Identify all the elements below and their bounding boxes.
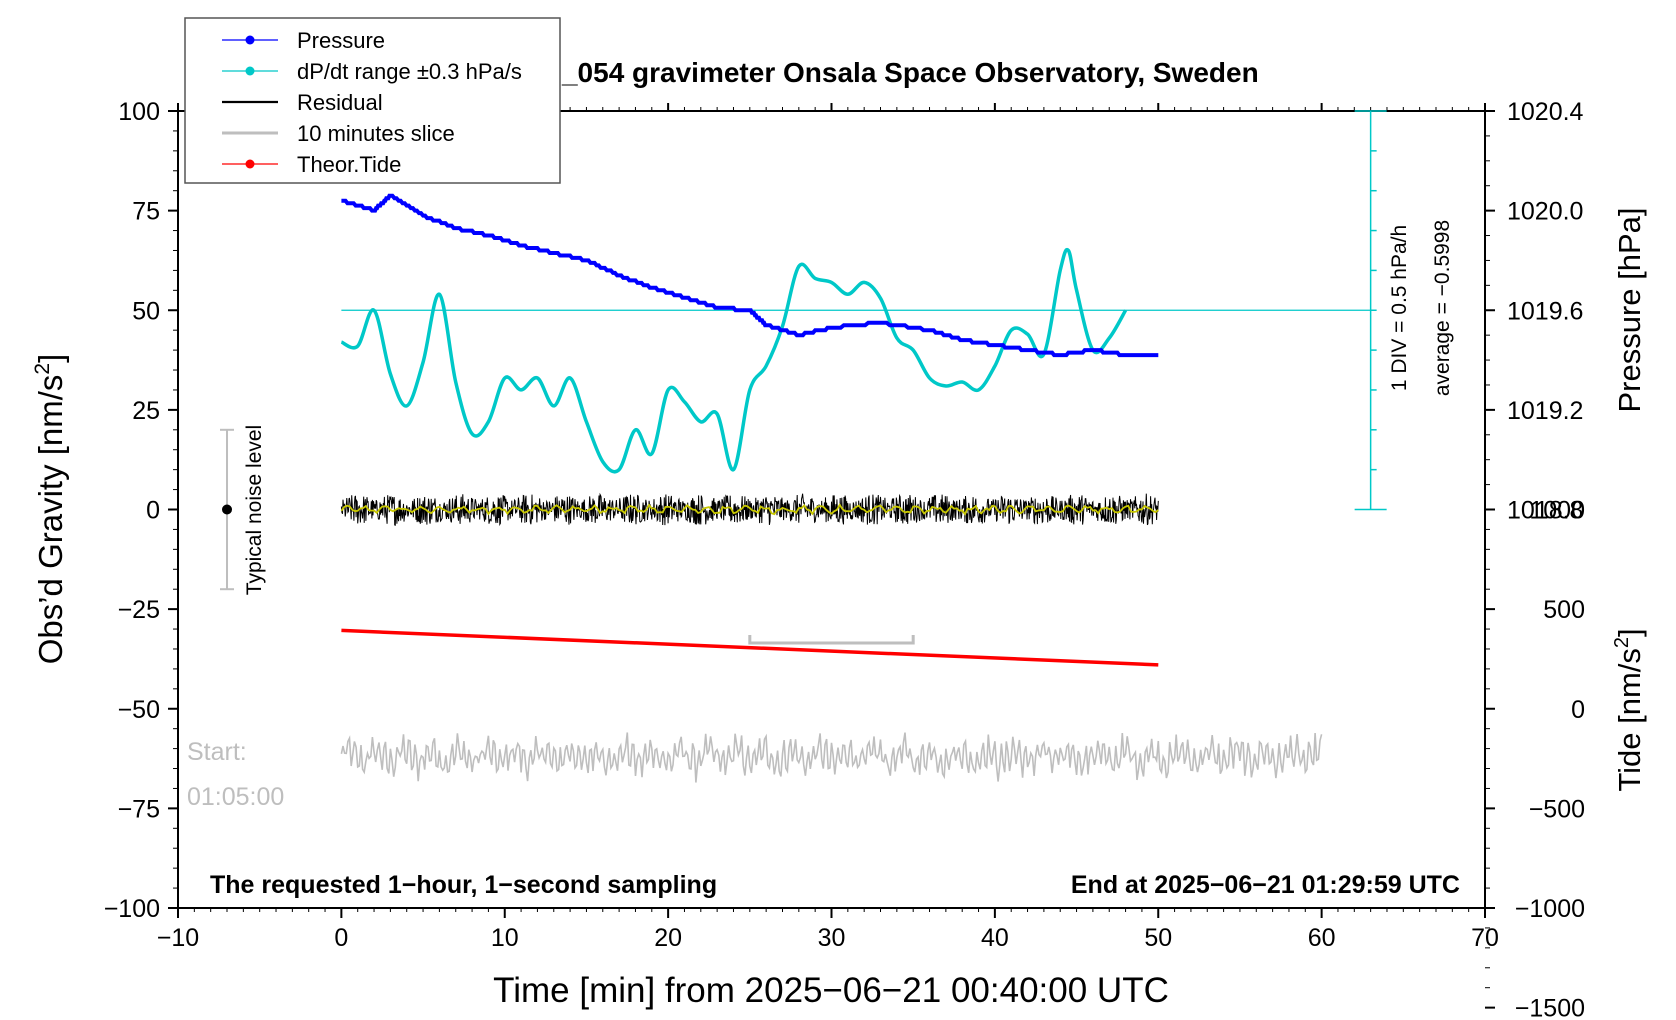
tide-tick-label: −500 [1529,795,1585,823]
legend: Pressure dP/dt range ±0.3 hPa/s Residual 10… [184,17,561,184]
dpdt-scale [1354,110,1387,511]
x-tick-label: 0 [334,924,348,952]
noise-level-label: Typical noise level [243,425,266,595]
y-axis-label-tide: Tide [nm/s2] [1611,628,1647,791]
noise-bar-center [222,504,233,515]
end-time-note: End at 2025−06−21 01:29:59 UTC [1071,871,1460,899]
x-tick-label: 20 [654,924,682,952]
tide-tick-label: 0 [1571,696,1585,724]
legend-marker [245,35,255,45]
legend-label: dP/dt range ±0.3 hPa/s [297,59,522,84]
tide-tick-label: −1500 [1515,995,1585,1020]
y-axis-label-gravity: Obs’d Gravity [nm/s2] [31,354,69,665]
x-tick-label: 30 [818,924,846,952]
x-tick-label: 70 [1471,924,1499,952]
dpdt-scale-div-label: 1 DIV = 0.5 hPa/h [1388,225,1411,391]
axis-ticks: −10 0 10 20 30 40 50 60 701007550250−25−50−75−10… [104,98,1585,1020]
x-tick-label: 50 [1144,924,1172,952]
y-tick-label: −50 [118,696,160,724]
sampling-note: The requested 1−hour, 1−second sampling [210,871,717,899]
tide-tick-label: 1000 [1529,497,1585,525]
start-label: Start: [187,738,247,766]
y-tick-label: 50 [132,297,160,325]
y-tick-label: 75 [132,198,160,226]
tide-tick-label: −1000 [1515,895,1585,923]
y-tick-label: −100 [104,895,160,923]
chart-title: SCG_054 gravimeter Onsala Space Observat… [501,57,1258,88]
pressure-line [341,193,1159,358]
residual-line [340,492,1159,527]
pressure-tick-label: 1018.8 [1507,497,1583,525]
x-tick-label: −10 [157,924,199,952]
legend-marker [245,66,255,76]
data-series [340,193,1323,783]
pressure-tick-label: 1019.6 [1507,297,1583,325]
x-tick-label: 10 [491,924,519,952]
pressure-tick-label: 1020.0 [1507,198,1583,226]
y-tick-label: 25 [132,397,160,425]
x-axis-label: Time [min] from 2025−06−21 00:40:00 UTC [493,971,1169,1010]
tide-line [341,628,1159,667]
legend-marker [245,159,255,169]
pressure-tick-label: 1019.2 [1507,397,1583,425]
legend-label: Residual [297,90,383,115]
x-tick-label: 60 [1308,924,1336,952]
legend-label: Pressure [297,28,385,53]
y-tick-label: 100 [118,98,160,126]
slice-marker [748,634,915,645]
y-tick-label: 0 [146,497,160,525]
y-tick-label: −75 [118,795,160,823]
pressure-tick-label: 1020.4 [1507,98,1584,126]
legend-box [184,17,561,184]
dpdt-scale-avg-label: average = −0.5998 [1431,220,1454,396]
y-tick-label: −25 [118,596,160,624]
residual-smoothed-line [340,503,1159,516]
y-axis-label-pressure: Pressure [hPa] [1612,207,1647,412]
dpdt-line [340,247,1128,474]
noise-bar [220,428,235,591]
x-tick-label: 40 [981,924,1009,952]
start-time-label: 01:05:00 [187,783,284,811]
legend-label: 10 minutes slice [297,121,455,146]
tide-tick-label: 500 [1543,596,1585,624]
slice-line [340,732,1323,783]
legend-label: Theor.Tide [297,152,401,177]
